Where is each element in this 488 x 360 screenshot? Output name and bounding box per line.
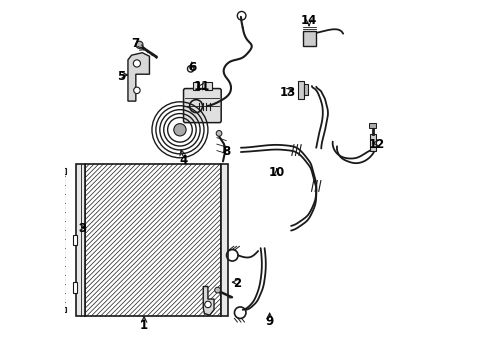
Text: 8: 8 [222,145,230,158]
Text: 7: 7 [131,37,139,50]
Text: 13: 13 [279,86,295,99]
Text: 4: 4 [179,154,187,167]
Bar [59,307,65,312]
Circle shape [216,131,222,136]
Circle shape [150,100,209,159]
Bar [192,82,199,90]
Polygon shape [128,53,149,101]
Polygon shape [203,287,214,315]
Text: 12: 12 [368,138,385,150]
Bar [297,81,304,99]
Text: 2: 2 [233,278,241,291]
Text: 1: 1 [140,319,148,332]
FancyBboxPatch shape [183,89,221,123]
Bar [204,82,211,90]
Bar [59,168,65,174]
Bar [304,84,307,95]
Text: 3: 3 [78,222,86,235]
Bar [60,171,64,309]
Circle shape [133,87,140,94]
Circle shape [204,301,211,308]
Text: 14: 14 [300,14,317,27]
Bar [221,164,228,316]
Circle shape [214,287,220,293]
Bar [369,134,375,150]
Bar [302,31,315,45]
Bar [73,282,77,293]
Bar [73,235,77,246]
Bar [76,164,85,316]
Text: 5: 5 [117,69,124,82]
Text: 11: 11 [193,80,209,93]
Text: 6: 6 [188,60,196,73]
Circle shape [136,41,142,48]
Text: 10: 10 [268,166,285,179]
Circle shape [133,60,140,67]
Text: 9: 9 [265,315,273,328]
Bar [85,164,221,316]
Circle shape [189,68,191,70]
Circle shape [173,123,186,136]
Bar [368,123,376,128]
